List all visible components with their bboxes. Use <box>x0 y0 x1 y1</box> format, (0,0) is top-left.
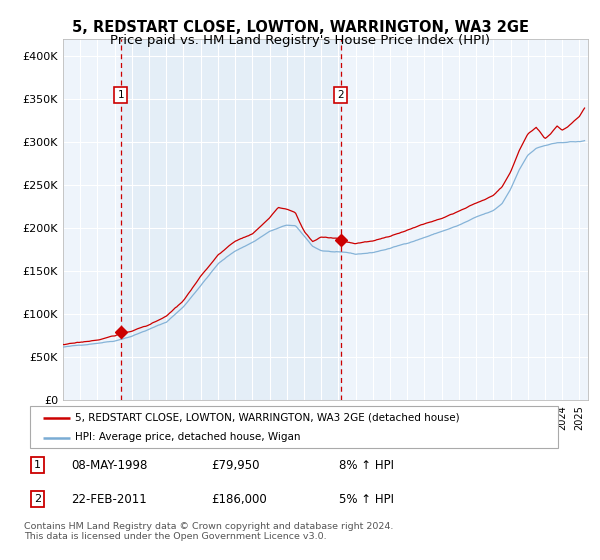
Text: 5, REDSTART CLOSE, LOWTON, WARRINGTON, WA3 2GE (detached house): 5, REDSTART CLOSE, LOWTON, WARRINGTON, W… <box>75 413 460 423</box>
Text: Price paid vs. HM Land Registry's House Price Index (HPI): Price paid vs. HM Land Registry's House … <box>110 34 490 46</box>
Text: 22-FEB-2011: 22-FEB-2011 <box>71 493 146 506</box>
Text: Contains HM Land Registry data © Crown copyright and database right 2024.
This d: Contains HM Land Registry data © Crown c… <box>24 522 394 542</box>
Text: 2: 2 <box>34 494 41 504</box>
FancyBboxPatch shape <box>30 406 558 448</box>
Bar <box>121 39 341 400</box>
Text: 1: 1 <box>34 460 41 470</box>
Text: 2: 2 <box>337 90 344 100</box>
Text: £79,950: £79,950 <box>212 459 260 472</box>
Text: 5% ↑ HPI: 5% ↑ HPI <box>338 493 394 506</box>
Text: HPI: Average price, detached house, Wigan: HPI: Average price, detached house, Wiga… <box>75 432 301 442</box>
Text: 08-MAY-1998: 08-MAY-1998 <box>71 459 147 472</box>
Text: 8% ↑ HPI: 8% ↑ HPI <box>338 459 394 472</box>
Text: 1: 1 <box>118 90 124 100</box>
Text: 5, REDSTART CLOSE, LOWTON, WARRINGTON, WA3 2GE: 5, REDSTART CLOSE, LOWTON, WARRINGTON, W… <box>71 20 529 35</box>
Text: £186,000: £186,000 <box>212 493 268 506</box>
